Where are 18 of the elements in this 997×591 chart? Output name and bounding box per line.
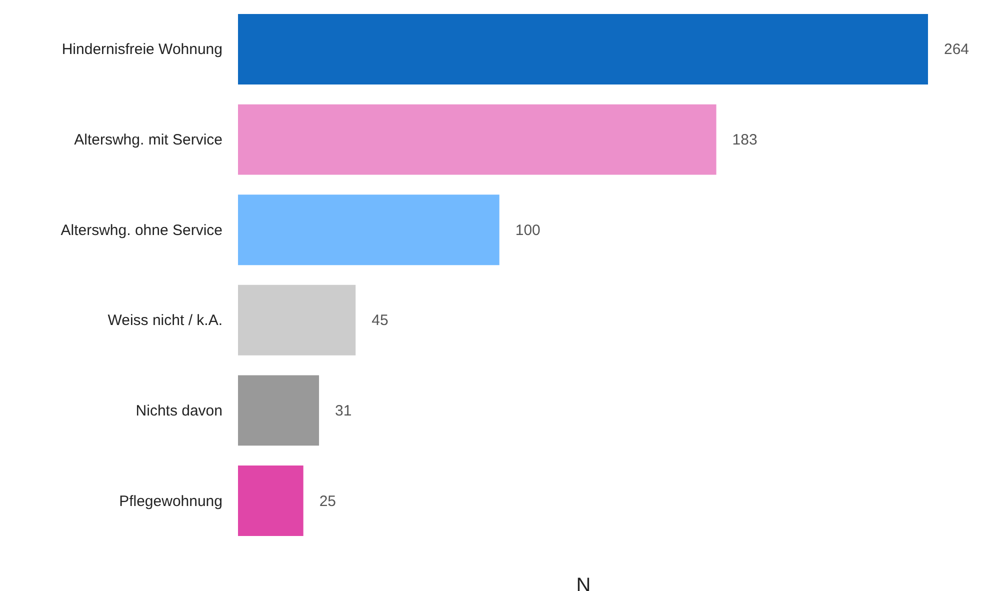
data-label: 45	[372, 312, 388, 330]
y-tick-label: Alterswhg. ohne Service	[60, 222, 222, 239]
data-label: 31	[335, 402, 352, 420]
bar	[238, 284, 356, 356]
data-label: 25	[319, 492, 336, 510]
y-tick-label: Weiss nicht / k.A.	[108, 312, 222, 330]
y-tick-label: Nichts davon	[136, 402, 222, 420]
data-label: 264	[944, 41, 970, 58]
bar	[238, 194, 500, 266]
data-label: 100	[515, 222, 540, 239]
bar	[238, 14, 928, 84]
y-tick-label: Alterswhg. mit Service	[74, 132, 222, 149]
bar	[238, 466, 304, 536]
bar	[238, 375, 320, 446]
bar	[238, 104, 716, 175]
y-tick-label: Hindernisfreie Wohnung	[62, 41, 222, 58]
y-tick-label: Pflegewohnung	[119, 492, 222, 510]
data-label: 183	[732, 132, 758, 149]
